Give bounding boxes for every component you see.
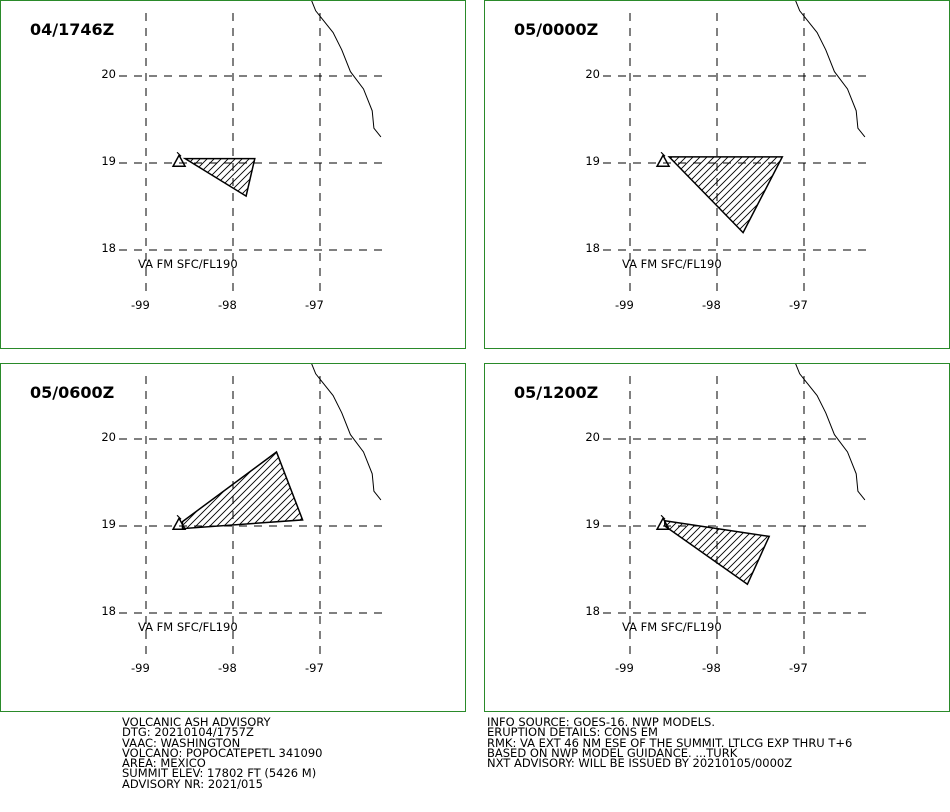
coastline xyxy=(795,1,866,138)
volcano-plume-mark xyxy=(660,151,666,157)
lon-label-99: -99 xyxy=(131,298,150,312)
lon-label-97: -97 xyxy=(789,661,808,675)
lon-label-97: -97 xyxy=(305,298,324,312)
coastline xyxy=(311,1,382,138)
lat-label-20: 20 xyxy=(101,430,116,444)
map-canvas xyxy=(603,364,870,654)
lat-label-20: 20 xyxy=(585,67,600,81)
panel-time-label: 05/0600Z xyxy=(30,383,115,402)
advisory-line: ERUPTION DETAILS: CONS EM xyxy=(487,725,658,740)
map-panel-3: 05/0600Z VA FM SFC/FL190 20 19 18 -99 -9… xyxy=(0,363,466,712)
advisory-details-right: INFO SOURCE: GOES-16. NWP MODELS. ERUPTI… xyxy=(487,715,853,771)
advisory-line: ADVISORY NR: 2021/015 xyxy=(122,776,263,791)
advisory-line: SUMMIT ELEV: 17802 FT (5426 M) xyxy=(122,766,317,781)
lon-label-99: -99 xyxy=(131,661,150,675)
ash-altitude-label: VA FM SFC/FL190 xyxy=(622,620,722,634)
map-panel-1: 04/1746Z VA FM SFC/FL190 20 19 18 -99 -9… xyxy=(0,0,466,349)
volcano-plume-mark xyxy=(660,514,666,520)
ash-cloud-polygon xyxy=(181,450,304,530)
advisory-line: VOLCANIC ASH ADVISORY xyxy=(122,715,271,729)
lat-label-20: 20 xyxy=(101,67,116,81)
advisory-details-left: VOLCANIC ASH ADVISORY DTG: 20210104/1757… xyxy=(122,715,323,791)
map-canvas xyxy=(603,1,870,291)
map-panel-2: 05/0000Z VA FM SFC/FL190 20 19 18 -99 -9… xyxy=(484,0,950,349)
volcano-plume-mark xyxy=(176,514,182,520)
lon-label-98: -98 xyxy=(702,298,721,312)
volcano-plume-mark xyxy=(176,151,182,157)
advisory-line: RMK: VA EXT 46 NM ESE OF THE SUMMIT. LTL… xyxy=(487,735,853,750)
ash-altitude-label: VA FM SFC/FL190 xyxy=(622,257,722,271)
panel-time-label: 05/1200Z xyxy=(514,383,599,402)
volcano-icon xyxy=(171,516,187,531)
lon-label-99: -99 xyxy=(615,661,634,675)
ash-altitude-label: VA FM SFC/FL190 xyxy=(138,620,238,634)
lat-label-18: 18 xyxy=(585,604,600,618)
lon-label-97: -97 xyxy=(789,298,808,312)
advisory-line: NXT ADVISORY: WILL BE ISSUED BY 20210105… xyxy=(487,756,793,771)
lon-label-98: -98 xyxy=(218,661,237,675)
map-canvas xyxy=(119,1,386,291)
lat-label-20: 20 xyxy=(585,430,600,444)
volcano-icon xyxy=(655,153,671,168)
map-canvas xyxy=(119,364,386,654)
lon-label-98: -98 xyxy=(218,298,237,312)
ash-cloud-polygon xyxy=(667,156,784,234)
advisory-line: DTG: 20210104/1757Z xyxy=(122,725,254,740)
lat-label-19: 19 xyxy=(585,517,600,531)
ash-cloud-polygon xyxy=(182,157,256,198)
map-panel-4: 05/1200Z VA FM SFC/FL190 20 19 18 -99 -9… xyxy=(484,363,950,712)
advisory-line: BASED ON NWP MODEL GUIDANCE. ...TURK xyxy=(487,745,738,760)
lon-label-99: -99 xyxy=(615,298,634,312)
advisory-line: INFO SOURCE: GOES-16. NWP MODELS. xyxy=(487,715,715,729)
ash-cloud-polygon xyxy=(664,519,771,586)
ash-altitude-label: VA FM SFC/FL190 xyxy=(138,257,238,271)
panel-time-label: 04/1746Z xyxy=(30,20,115,39)
panel-time-label: 05/0000Z xyxy=(514,20,599,39)
lat-label-18: 18 xyxy=(101,241,116,255)
lon-label-98: -98 xyxy=(702,661,721,675)
lat-label-18: 18 xyxy=(585,241,600,255)
lat-label-19: 19 xyxy=(101,517,116,531)
coastline xyxy=(795,364,866,501)
advisory-line: VOLCANO: POPOCATEPETL 341090 xyxy=(122,745,323,760)
lat-label-19: 19 xyxy=(585,154,600,168)
volcano-icon xyxy=(171,153,187,168)
advisory-line: VAAC: WASHINGTON xyxy=(122,735,241,750)
lat-label-18: 18 xyxy=(101,604,116,618)
lat-label-19: 19 xyxy=(101,154,116,168)
volcano-icon xyxy=(655,516,671,531)
advisory-line: AREA: MEXICO xyxy=(122,756,206,771)
lon-label-97: -97 xyxy=(305,661,324,675)
coastline xyxy=(311,364,382,501)
